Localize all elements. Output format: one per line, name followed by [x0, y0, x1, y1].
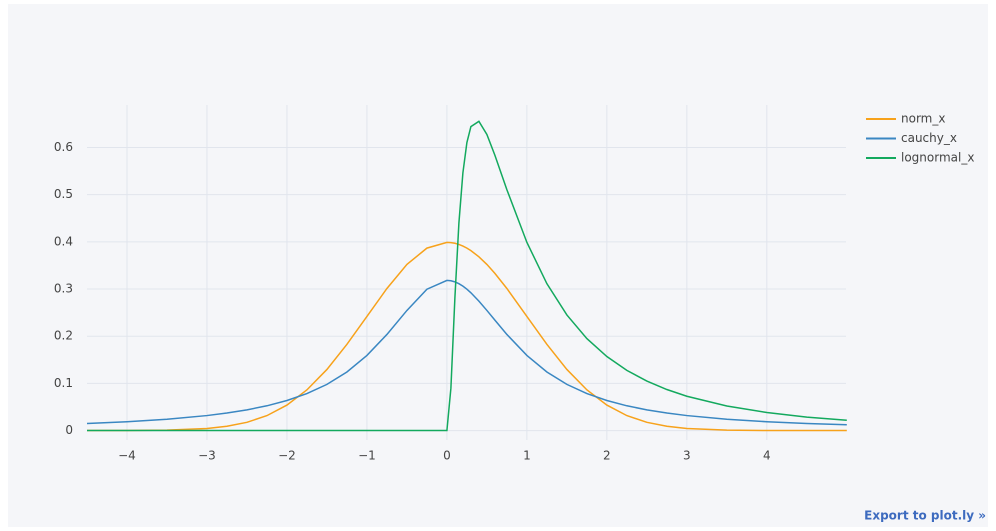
x-tick-label: −2 — [278, 449, 296, 463]
x-tick-label: 0 — [443, 449, 451, 463]
line-series — [86, 279, 847, 426]
y-tick-label: 0 — [65, 423, 73, 437]
y-tick-label: 0.6 — [54, 140, 73, 154]
x-tick-label: −3 — [198, 449, 216, 463]
x-tick-label: 2 — [603, 449, 611, 463]
export-link[interactable]: Export to plot.ly » — [864, 509, 986, 523]
line-series — [86, 241, 847, 432]
y-tick-label: 0.3 — [54, 282, 73, 296]
x-tick-label: −1 — [358, 449, 376, 463]
y-tick-label: 0.1 — [54, 376, 73, 390]
y-tick-label: 0.2 — [54, 329, 73, 343]
line-series — [87, 120, 847, 432]
legend-label: cauchy_x — [901, 131, 957, 145]
y-tick-label: 0.4 — [54, 234, 73, 248]
x-tick-label: 4 — [763, 449, 771, 463]
legend-label: norm_x — [901, 112, 945, 126]
y-tick-label: 0.5 — [54, 187, 73, 201]
x-tick-label: 1 — [523, 449, 531, 463]
x-tick-label: −4 — [118, 449, 136, 463]
x-tick-label: 3 — [683, 449, 691, 463]
background — [8, 4, 988, 527]
legend-label: lognormal_x — [901, 151, 974, 165]
